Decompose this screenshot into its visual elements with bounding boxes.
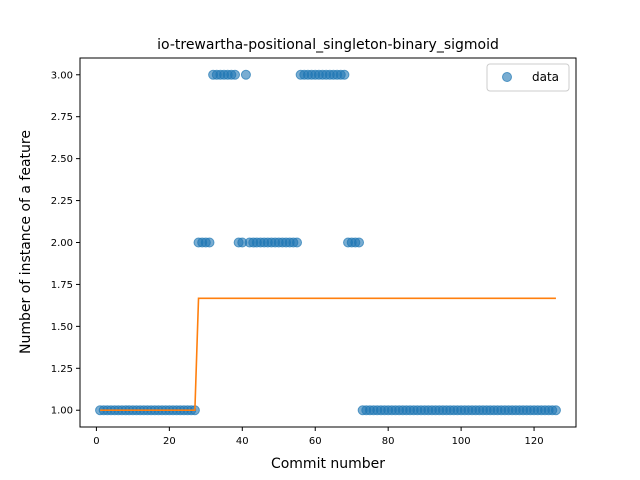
y-axis-label: Number of instance of a feature	[18, 130, 34, 354]
plot-frame	[79, 57, 577, 428]
fit-line	[100, 297, 556, 412]
y-tick-label: 3.00	[51, 70, 73, 81]
x-axis-label: Commit number	[271, 456, 385, 472]
data-point	[230, 69, 240, 80]
data-point	[550, 405, 561, 416]
x-axis: 0 20 40 60 80 100 120	[93, 427, 544, 447]
x-tick-label: 0	[93, 436, 99, 447]
x-tick-label: 40	[236, 436, 249, 447]
y-tick-label: 1.25	[51, 364, 73, 375]
legend-box	[486, 63, 570, 92]
y-tick-label: 2.25	[51, 196, 73, 207]
y-tick-label: 2.50	[51, 154, 73, 165]
y-tick-label: 2.75	[51, 112, 73, 123]
x-tick-label: 60	[309, 436, 322, 447]
data-point	[292, 237, 302, 248]
plot-area	[95, 69, 561, 416]
y-tick-label: 2.00	[51, 238, 73, 249]
x-tick-label: 80	[382, 436, 395, 447]
data-point	[339, 69, 350, 80]
y-axis: 1.00 1.25 1.50 1.75 2.00 2.25 2.50 2.75 3.00	[51, 70, 80, 417]
x-tick-label: 120	[525, 436, 544, 447]
y-tick-label: 1.75	[51, 280, 73, 291]
y-tick-label: 1.00	[51, 406, 73, 417]
data-point	[240, 69, 251, 80]
x-tick-label: 20	[163, 436, 176, 447]
legend: data	[486, 63, 570, 92]
y-tick-label: 1.50	[51, 322, 73, 333]
data-point	[354, 237, 364, 248]
data-point	[204, 237, 215, 248]
legend-marker-data	[502, 72, 512, 82]
chart-title: io-trewartha-positional_singleton-binary…	[157, 37, 499, 53]
legend-label-data: data	[532, 70, 559, 84]
x-tick-label: 100	[452, 436, 471, 447]
